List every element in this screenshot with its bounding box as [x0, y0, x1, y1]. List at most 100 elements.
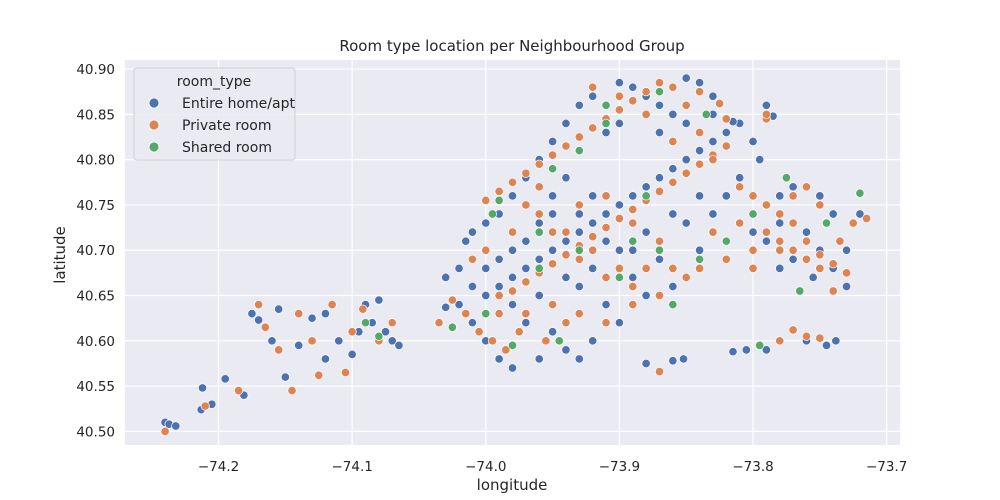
y-tick-label: 40.65	[76, 289, 115, 305]
data-point	[358, 304, 368, 314]
data-point	[842, 245, 852, 255]
legend-label: Shared room	[182, 140, 272, 156]
data-point	[815, 263, 825, 273]
data-point	[654, 87, 665, 97]
data-point	[775, 209, 785, 219]
legend-marker	[148, 119, 160, 131]
data-point	[735, 218, 745, 228]
data-point	[561, 173, 571, 183]
data-point	[494, 195, 504, 205]
data-point	[521, 236, 531, 246]
data-point	[494, 354, 504, 364]
data-point	[160, 426, 170, 436]
data-point	[521, 263, 531, 273]
data-point	[601, 118, 611, 128]
data-point	[641, 227, 651, 237]
data-point	[197, 383, 208, 393]
data-point	[775, 218, 785, 228]
data-point	[654, 245, 665, 255]
data-point	[641, 87, 651, 97]
y-axis-label: latitude	[51, 226, 69, 284]
data-point	[668, 82, 678, 92]
data-point	[394, 340, 404, 350]
data-point	[855, 209, 865, 219]
data-point	[654, 367, 665, 377]
data-point	[454, 300, 464, 310]
data-point	[561, 236, 571, 246]
data-point	[434, 318, 444, 328]
data-point	[848, 218, 858, 228]
x-tick-label: −74.1	[331, 459, 372, 475]
data-point	[735, 173, 745, 183]
data-point	[481, 218, 491, 228]
data-point	[835, 236, 845, 246]
x-tick-label: −74.0	[465, 459, 506, 475]
data-point	[741, 345, 751, 355]
data-point	[628, 272, 638, 282]
data-point	[481, 263, 491, 273]
data-point	[678, 354, 689, 364]
data-point	[695, 87, 705, 97]
data-point	[628, 300, 638, 310]
data-point	[708, 209, 718, 219]
data-point	[347, 349, 357, 359]
data-point	[374, 295, 384, 305]
data-point	[721, 127, 731, 138]
data-point	[695, 263, 705, 273]
data-point	[574, 281, 584, 292]
data-point	[821, 218, 832, 228]
data-point	[654, 254, 665, 264]
data-point	[681, 168, 691, 178]
data-point	[534, 182, 544, 192]
data-point	[708, 136, 718, 147]
data-point	[234, 386, 244, 396]
data-point	[628, 245, 638, 255]
data-point	[601, 127, 611, 138]
series-2	[360, 87, 865, 350]
data-point	[494, 254, 504, 264]
x-tick-label: −73.7	[866, 459, 907, 475]
data-point	[447, 322, 457, 332]
data-point	[307, 313, 317, 323]
data-point	[274, 304, 284, 314]
data-point	[548, 191, 558, 201]
data-point	[534, 254, 544, 264]
data-point	[294, 309, 304, 319]
data-point	[381, 327, 391, 337]
data-point	[454, 263, 464, 273]
data-point	[320, 309, 330, 319]
data-point	[548, 245, 558, 255]
data-point	[494, 281, 504, 292]
data-point	[588, 82, 598, 92]
legend-marker	[148, 97, 160, 109]
legend: room_type Entire home/apt Private room Sha…	[133, 67, 296, 161]
data-point	[461, 309, 471, 319]
data-point	[541, 336, 551, 346]
data-point	[561, 118, 571, 128]
data-point	[320, 354, 330, 364]
data-point	[574, 254, 584, 264]
series-1	[160, 78, 872, 436]
data-point	[801, 331, 812, 341]
data-point	[695, 78, 705, 88]
data-point	[775, 236, 785, 246]
data-point	[815, 200, 825, 210]
data-point	[761, 227, 771, 237]
data-point	[360, 318, 371, 328]
data-point	[815, 250, 825, 260]
data-point	[628, 191, 638, 201]
data-point	[775, 263, 785, 273]
data-point	[267, 336, 277, 346]
data-point	[681, 272, 691, 282]
data-point	[574, 354, 584, 364]
data-point	[654, 127, 665, 138]
data-point	[334, 336, 344, 346]
data-point	[574, 200, 584, 210]
data-point	[681, 218, 691, 228]
data-point	[641, 191, 651, 201]
data-point	[781, 173, 791, 183]
data-point	[695, 254, 705, 264]
x-tick-label: −73.8	[732, 459, 773, 475]
data-point	[708, 91, 718, 101]
